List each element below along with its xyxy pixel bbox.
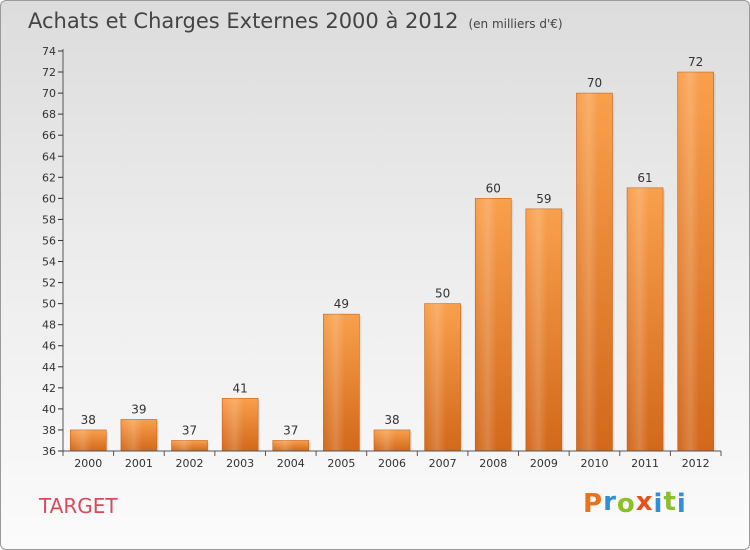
y-tick-label: 44 bbox=[42, 361, 56, 374]
y-tick-label: 56 bbox=[42, 234, 56, 247]
y-tick-label: 50 bbox=[42, 298, 56, 311]
y-tick-label: 70 bbox=[42, 87, 56, 100]
logo-letter: i bbox=[653, 489, 664, 519]
y-tick-label: 38 bbox=[42, 424, 56, 437]
x-tick-label: 2005 bbox=[327, 457, 355, 470]
bar-shine bbox=[525, 208, 562, 451]
x-tick-label: 2010 bbox=[580, 457, 608, 470]
y-tick-label: 52 bbox=[42, 277, 56, 290]
x-tick-label: 2002 bbox=[176, 457, 204, 470]
y-tick-label: 46 bbox=[42, 340, 56, 353]
y-tick-label: 68 bbox=[42, 108, 56, 121]
y-tick-label: 64 bbox=[42, 150, 56, 163]
data-label: 38 bbox=[384, 413, 399, 427]
y-tick-label: 62 bbox=[42, 171, 56, 184]
chart-subtitle: (en milliers d'€) bbox=[468, 17, 563, 31]
data-label: 72 bbox=[688, 55, 703, 69]
y-axis: 36 38 40 42 44 46 48 50 52 54 56 58 60 62 64 66 68 70 72 74 bbox=[42, 45, 64, 458]
bar-shine bbox=[70, 429, 107, 451]
logo-letter: r bbox=[603, 487, 617, 517]
y-tick-label: 42 bbox=[42, 382, 56, 395]
proxiti-logo[interactable]: Proxiti bbox=[583, 487, 687, 519]
data-label: 37 bbox=[283, 423, 298, 437]
logo-letter: i bbox=[676, 489, 687, 519]
logo-letter: t bbox=[663, 487, 677, 517]
y-tick-label: 60 bbox=[42, 192, 56, 205]
chart-title-text: Achats et Charges Externes 2000 à 2012 bbox=[28, 9, 459, 33]
bar-shine bbox=[323, 314, 360, 451]
bar-shine bbox=[475, 198, 512, 451]
bar-shine bbox=[272, 440, 309, 451]
x-tick-label: 2012 bbox=[682, 457, 710, 470]
y-tick-label: 48 bbox=[42, 319, 56, 332]
data-label: 70 bbox=[587, 76, 602, 90]
data-labels: 38 39 37 41 37 49 38 50 60 59 70 61 72 bbox=[81, 55, 704, 437]
data-label: 38 bbox=[81, 413, 96, 427]
x-tick-label: 2008 bbox=[479, 457, 507, 470]
x-axis: 2000 2001 2002 2003 2004 2005 2006 2007 2008 2009… bbox=[62, 450, 722, 470]
y-tick-label: 72 bbox=[42, 66, 56, 79]
bar-shine bbox=[576, 93, 613, 452]
chart-title: Achats et Charges Externes 2000 à 2012 (e… bbox=[28, 9, 563, 33]
data-label: 61 bbox=[637, 171, 652, 185]
y-tick-label: 66 bbox=[42, 129, 56, 142]
bar-shine bbox=[374, 429, 410, 451]
commune-name: TARGET bbox=[39, 494, 118, 518]
y-tick-label: 40 bbox=[42, 403, 56, 416]
bar-shine bbox=[120, 419, 157, 451]
data-label: 41 bbox=[233, 381, 248, 395]
bar-shine bbox=[424, 303, 461, 451]
data-label: 49 bbox=[334, 297, 349, 311]
x-tick-label: 2006 bbox=[378, 457, 406, 470]
logo-letter: x bbox=[635, 487, 654, 517]
y-tick-label: 58 bbox=[42, 213, 56, 226]
bar-shine bbox=[171, 440, 208, 451]
logo-letter: P bbox=[583, 489, 604, 519]
x-tick-label: 2000 bbox=[74, 457, 102, 470]
x-tick-label: 2011 bbox=[631, 457, 659, 470]
data-label: 37 bbox=[182, 423, 197, 437]
data-label: 59 bbox=[536, 192, 551, 206]
data-label: 39 bbox=[131, 402, 146, 416]
y-tick-label: 54 bbox=[42, 256, 56, 269]
data-label: 50 bbox=[435, 287, 450, 301]
x-tick-label: 2001 bbox=[125, 457, 153, 470]
x-tick-label: 2007 bbox=[429, 457, 457, 470]
bars bbox=[70, 71, 716, 452]
x-tick-label: 2009 bbox=[530, 457, 558, 470]
x-tick-label: 2003 bbox=[226, 457, 254, 470]
y-tick-label: 74 bbox=[42, 45, 56, 58]
data-label: 60 bbox=[486, 181, 501, 195]
logo-letter: o bbox=[616, 489, 636, 519]
bar-shine bbox=[677, 72, 714, 451]
bar-shine bbox=[627, 187, 664, 451]
y-tick-label: 36 bbox=[42, 445, 56, 458]
bar-chart: 36 38 40 42 44 46 48 50 52 54 56 58 60 62 64 66 68 70 72 74… bbox=[42, 45, 722, 470]
bar-shine bbox=[222, 398, 259, 451]
x-tick-label: 2004 bbox=[277, 457, 305, 470]
